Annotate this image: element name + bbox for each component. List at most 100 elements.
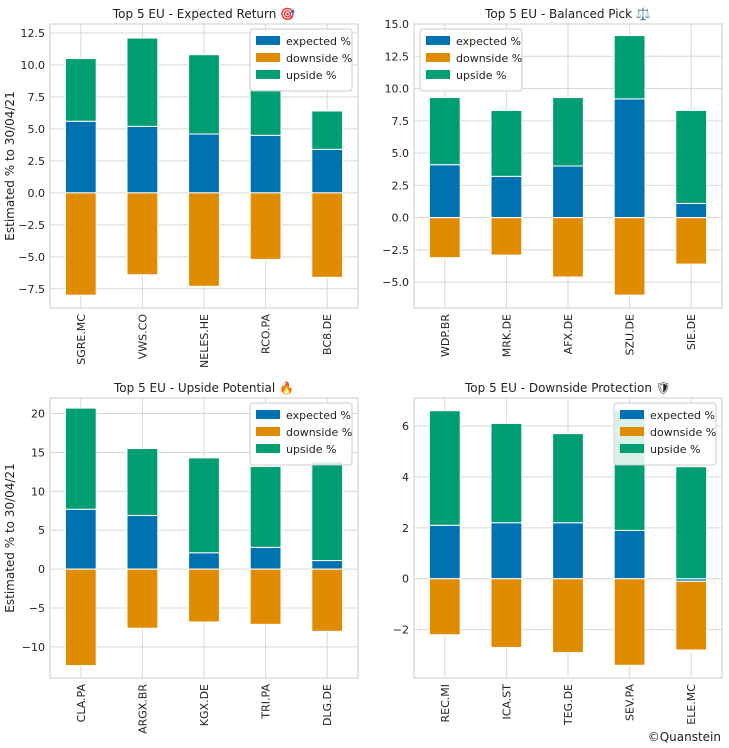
- bar-upside-szu.de: [613, 35, 646, 100]
- legend-swatch: [256, 53, 280, 62]
- bar-expected-szu.de: [613, 98, 646, 219]
- bar-downside-afx.de: [552, 217, 584, 278]
- y-tick-label: 12.5: [385, 50, 410, 63]
- legend: expected % downside % upside %: [419, 28, 523, 92]
- y-tick-label: 2.5: [392, 179, 410, 192]
- y-tick-label: −7.5: [18, 283, 45, 296]
- x-tick-label: SGRE.MC: [75, 314, 88, 365]
- bar-downside-ica.st: [490, 578, 523, 648]
- y-tick-label: 0.0: [28, 187, 46, 200]
- bar-upside-rec.mi: [428, 410, 461, 526]
- bar-expected-sgre.mc: [64, 120, 97, 194]
- legend: expected % downside % upside %: [249, 28, 353, 92]
- legend-label: upside %: [286, 443, 336, 456]
- y-tick-label: −2.5: [382, 244, 409, 257]
- bar-expected-sie.de: [675, 202, 708, 219]
- x-tick-label: VWS.CO: [136, 314, 149, 360]
- legend-swatch: [256, 70, 280, 79]
- legend-label: expected %: [650, 409, 715, 422]
- x-tick-label: MRK.DE: [500, 314, 513, 357]
- plot-frame: [49, 23, 359, 309]
- y-tick-label: 10.0: [21, 59, 46, 72]
- bar-expected-rec.mi: [428, 524, 461, 580]
- bar-expected-mrk.de: [490, 175, 523, 219]
- y-tick-label: 10: [31, 485, 45, 498]
- bar-downside-sev.pa: [613, 578, 646, 666]
- bar-downside-rco.pa: [249, 192, 282, 260]
- y-tick-label: 2.5: [28, 155, 46, 168]
- chart-title: Top 5 EU - Expected Return 🎯: [112, 7, 295, 21]
- bar-downside-vws.co: [126, 192, 159, 276]
- legend-label: expected %: [456, 35, 521, 48]
- legend-label: expected %: [286, 409, 351, 422]
- chart-panel-3: −10 −5 0 5 10 15 20 CLA.PA ARGX.BR KGX.DE TRI.PA DL…: [3, 381, 359, 734]
- plot-frame: [413, 397, 723, 679]
- y-tick-label: 6: [402, 420, 409, 433]
- legend-label: upside %: [286, 69, 336, 82]
- plot-frame: [49, 397, 359, 679]
- bar-downside-wdp.br: [428, 217, 461, 259]
- y-tick-label: −5.0: [382, 276, 409, 289]
- y-tick-label: 10.0: [385, 83, 410, 96]
- y-tick-label: 15: [31, 446, 45, 459]
- bar-upside-cla.pa: [64, 407, 97, 510]
- bar-upside-dlg.de: [311, 461, 344, 562]
- y-tick-label: −5.0: [18, 251, 45, 264]
- legend-swatch: [620, 427, 644, 436]
- bar-upside-neles.he: [188, 54, 220, 135]
- y-tick-label: 0.0: [392, 212, 410, 225]
- y-tick-label: −5: [29, 602, 45, 615]
- chart-title: Top 5 EU - Upside Potential 🔥: [113, 381, 294, 395]
- bar-upside-sgre.mc: [64, 58, 97, 122]
- bar-upside-sie.de: [675, 109, 708, 204]
- bar-expected-kgx.de: [188, 552, 220, 570]
- bar-expected-vws.co: [126, 125, 159, 194]
- y-tick-label: 2: [402, 522, 409, 535]
- legend-label: downside %: [286, 52, 352, 65]
- x-tick-label: ARGX.BR: [136, 684, 149, 734]
- legend-swatch: [620, 410, 644, 419]
- bar-downside-dlg.de: [311, 568, 344, 632]
- y-tick-label: 5.0: [392, 147, 410, 160]
- bar-downside-teg.de: [552, 578, 584, 654]
- legend-label: downside %: [456, 52, 522, 65]
- bar-expected-rco.pa: [249, 134, 282, 194]
- y-tick-label: 15.0: [385, 18, 410, 31]
- y-tick-label: 4: [402, 471, 409, 484]
- x-tick-label: ELE.MC: [685, 684, 698, 725]
- bar-downside-tri.pa: [249, 568, 282, 625]
- y-tick-label: −10: [22, 641, 45, 654]
- y-tick-label: 5.0: [28, 123, 46, 136]
- copyright-footer: ©Quanstein: [647, 730, 721, 744]
- bar-expected-cla.pa: [64, 508, 97, 570]
- bar-downside-neles.he: [188, 192, 220, 287]
- x-tick-label: TRI.PA: [260, 684, 273, 720]
- y-tick-label: 5: [38, 524, 45, 537]
- y-tick-label: 0: [402, 573, 409, 586]
- y-tick-label: 0: [38, 563, 45, 576]
- bar-upside-kgx.de: [188, 457, 220, 554]
- bar-upside-ele.mc: [675, 466, 708, 580]
- bar-upside-teg.de: [552, 433, 584, 524]
- y-tick-label: 7.5: [28, 91, 46, 104]
- x-tick-label: SIE.DE: [685, 314, 698, 350]
- bar-expected-teg.de: [552, 522, 584, 580]
- legend-label: downside %: [286, 426, 352, 439]
- y-tick-label: 12.5: [21, 27, 46, 40]
- bar-expected-wdp.br: [428, 164, 461, 219]
- plot-frame: [413, 23, 723, 309]
- chart-title: Top 5 EU - Balanced Pick ⚖️: [484, 7, 651, 21]
- bar-downside-bc8.de: [311, 192, 344, 278]
- bar-expected-sev.pa: [613, 529, 646, 580]
- chart-title: Top 5 EU - Downside Protection 🛡: [464, 381, 671, 395]
- x-tick-label: NELES.HE: [198, 314, 211, 368]
- bar-downside-sgre.mc: [64, 192, 97, 296]
- chart-panel-4: −2 0 2 4 6 REC.MI ICA.ST TEG.DE SEV.PA ELE.MC Top …: [393, 381, 723, 726]
- bar-expected-tri.pa: [249, 546, 282, 570]
- y-tick-label: 20: [31, 408, 45, 421]
- bar-upside-bc8.de: [311, 110, 344, 150]
- legend-swatch: [256, 410, 280, 419]
- bar-upside-mrk.de: [490, 109, 523, 177]
- legend-label: downside %: [650, 426, 716, 439]
